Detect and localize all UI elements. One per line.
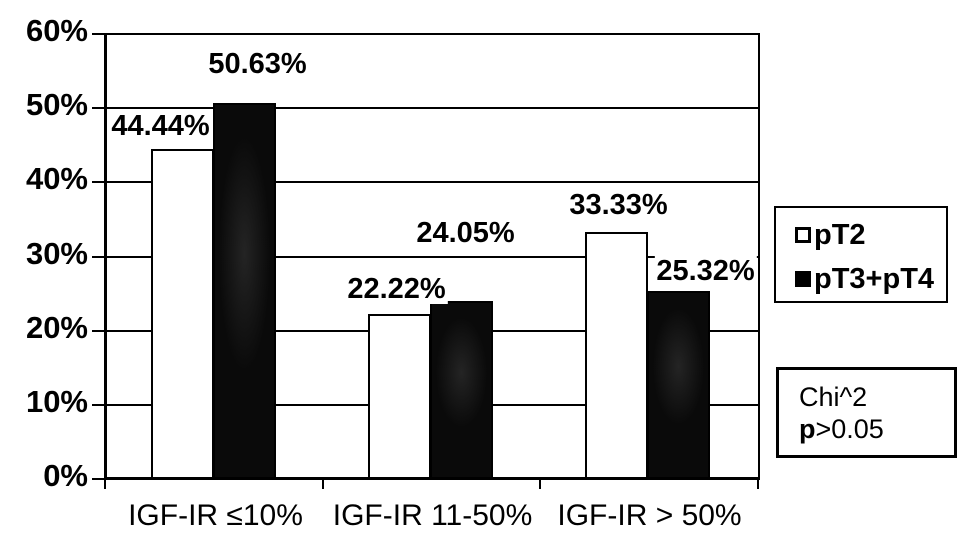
gridline-30pct [106, 255, 758, 258]
annotation-chi-squared: Chi^2 [799, 382, 868, 412]
x-axis-tick-mark [757, 480, 759, 489]
gridline-50pct [106, 107, 758, 110]
y-axis-tick-label: 20% [25, 309, 88, 345]
legend-label-pt2: pT2 [814, 219, 866, 251]
legend-label-pt3-pt4: pT3+pT4 [814, 263, 935, 295]
value-label-pt2-1: 44.44% [109, 110, 212, 142]
y-axis-tick-mark [92, 33, 105, 35]
x-axis-category-label-1: IGF-IR ≤10% [128, 499, 303, 532]
bar-pt3-pt4-2 [430, 301, 493, 479]
x-axis-category-label-3: IGF-IR > 50% [557, 499, 742, 532]
y-axis-tick-mark [92, 255, 105, 258]
x-axis-tick-mark [104, 480, 106, 489]
y-axis-tick-mark [92, 181, 105, 184]
bar-pt2-1 [151, 149, 214, 479]
white-square-icon [795, 227, 811, 243]
bar-pt2-3 [585, 232, 648, 479]
y-axis-tick-mark [92, 107, 105, 110]
x-axis-tick-mark [539, 480, 541, 489]
bar-pt2-2 [368, 314, 431, 479]
bar-pt3-pt4-1 [213, 103, 276, 479]
value-label-pt2-3: 33.33% [567, 189, 670, 221]
value-label-pt3-pt4-1: 50.63% [206, 48, 309, 80]
y-axis-tick-label: 30% [25, 235, 88, 271]
gridline-40pct [106, 181, 758, 184]
value-label-pt3-pt4-2: 24.05% [414, 217, 517, 249]
y-axis-tick-label: 50% [25, 87, 88, 123]
legend-item-pt3-pt4: pT3+pT4 [795, 257, 946, 301]
bar-pt3-pt4-3 [647, 291, 710, 479]
annotation-p-value: p>0.05 [799, 414, 884, 444]
black-square-icon [795, 271, 811, 287]
legend-item-pt2: pT2 [795, 213, 946, 257]
y-axis-tick-mark [92, 403, 105, 406]
y-axis-tick-label: 10% [25, 383, 88, 419]
y-axis-tick-label: 0% [43, 458, 88, 493]
y-axis-tick-label: 40% [25, 161, 88, 197]
legend-box: pT2 pT3+pT4 [774, 206, 948, 303]
x-axis-tick-mark [322, 480, 324, 489]
y-axis-tick-mark [92, 478, 105, 480]
value-label-pt2-2: 22.22% [345, 273, 448, 305]
y-axis-tick-label: 60% [25, 13, 88, 48]
value-label-pt3-pt4-3: 25.32% [654, 255, 757, 287]
x-axis-category-label-2: IGF-IR 11-50% [332, 499, 533, 532]
annotation-box: Chi^2 p>0.05 [776, 367, 957, 458]
y-axis-tick-mark [92, 329, 105, 332]
